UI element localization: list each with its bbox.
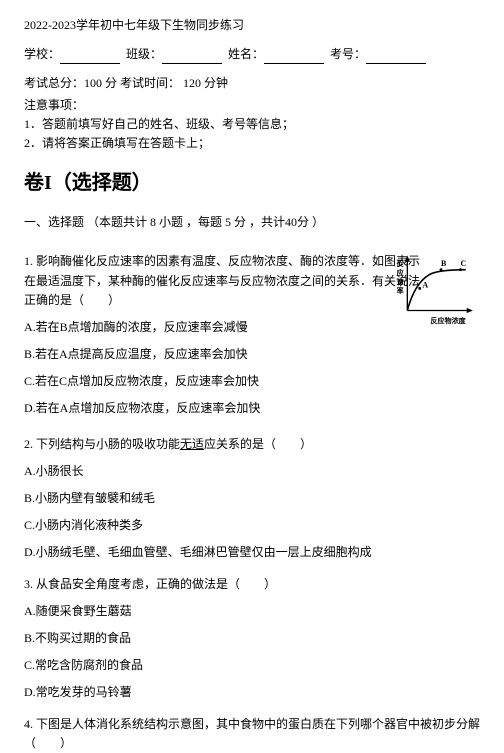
point-a-label: A <box>422 281 428 290</box>
y-label-3: 速 <box>397 277 405 286</box>
q1-line3: 正确的是（ ） <box>24 293 120 307</box>
q1-chart: A B C 反 应 速 率 反应物浓度 <box>396 252 486 330</box>
examno-blank <box>366 50 426 64</box>
point-c-label: C <box>461 259 467 268</box>
q2-text: 2. 下列结构与小肠的吸收功能无适应关系的是（ ） <box>24 435 480 454</box>
exam-total: 考试总分：100 分 考试时间： 120 分钟 <box>24 74 480 93</box>
question-2: 2. 下列结构与小肠的吸收功能无适应关系的是（ ） A.小肠很长 B.小肠内壁有… <box>24 435 480 563</box>
q3-opt-d: D.常吃发芽的马铃薯 <box>24 683 480 702</box>
school-blank <box>60 50 120 64</box>
name-label: 姓名： <box>228 47 264 61</box>
q3-opt-b: B.不购买过期的食品 <box>24 629 480 648</box>
point-c-dot <box>459 269 462 272</box>
x-label: 反应物浓度 <box>430 316 466 325</box>
section-title: 卷I（选择题） <box>24 167 480 199</box>
notice-1: 1．答题前填写好自己的姓名、班级、考号等信息； <box>24 115 480 134</box>
q1-opt-c: C.若在C点增加反应物浓度，反应速率会加快 <box>24 372 480 391</box>
q3-opt-a: A.随便采食野生蘑菇 <box>24 602 480 621</box>
y-label-4: 率 <box>397 286 404 295</box>
notice-title: 注意事项： <box>24 96 480 115</box>
class-label: 班级： <box>126 47 162 61</box>
q2-prefix: 2. 下列结构与小肠的吸收功能 <box>24 437 180 451</box>
q2-opt-b: B.小肠内壁有皱襞和绒毛 <box>24 489 480 508</box>
q2-opt-d: D.小肠绒毛壁、毛细血管壁、毛细淋巴管壁仅由一层上皮细胞构成 <box>24 543 480 562</box>
examno-label: 考号： <box>330 47 366 61</box>
q1-line2: 在最适温度下，某种酶的催化反应速率与反应物浓度之间的关系．有关说法 <box>24 274 420 288</box>
q4-text: 4. 下图是人体消化系统结构示意图，其中食物中的蛋白质在下列哪个器官中被初步分解… <box>24 715 480 753</box>
class-blank <box>162 50 222 64</box>
q3-text: 3. 从食品安全角度考虑，正确的做法是（ ） <box>24 575 480 594</box>
question-1: 1. 影响酶催化反应速率的因素有温度、反应物浓度、酶的浓度等．如图表示 在最适温… <box>24 252 480 418</box>
q3-opt-c: C.常吃含防腐剂的食品 <box>24 656 480 675</box>
q2-suffix: 应关系的是（ ） <box>204 437 312 451</box>
q1-opt-b: B.若在A点提高反应温度，反应速率会加快 <box>24 345 480 364</box>
y-label-2: 应 <box>397 268 404 277</box>
question-3: 3. 从食品安全角度考虑，正确的做法是（ ） A.随便采食野生蘑菇 B.不购买过… <box>24 575 480 703</box>
y-arrow <box>405 256 410 262</box>
q1-opt-d: D.若在A点增加反应物浓度，反应速率会加快 <box>24 399 480 418</box>
point-b-dot <box>440 269 443 272</box>
doc-title: 2022-2023学年初中七年级下生物同步练习 <box>24 16 480 35</box>
info-line: 学校： 班级： 姓名： 考号： <box>24 45 480 64</box>
name-blank <box>264 50 324 64</box>
sub-section: 一、选择题 （本题共计 8 小题 ，每题 5 分 ，共计40分 ） <box>24 213 480 232</box>
q2-opt-a: A.小肠很长 <box>24 462 480 481</box>
question-4: 4. 下图是人体消化系统结构示意图，其中食物中的蛋白质在下列哪个器官中被初步分解… <box>24 715 480 753</box>
curve <box>407 270 466 311</box>
school-label: 学校： <box>24 47 60 61</box>
q2-opt-c: C.小肠内消化液种类多 <box>24 516 480 535</box>
point-b-label: B <box>441 259 447 268</box>
x-arrow <box>467 308 473 313</box>
point-a-dot <box>418 287 421 290</box>
q1-line1: 1. 影响酶催化反应速率的因素有温度、反应物浓度、酶的浓度等．如图表示 <box>24 254 420 268</box>
notice-2: 2．请将答案正确填写在答题卡上； <box>24 134 480 153</box>
q2-underline: 无适 <box>180 437 204 451</box>
y-label-1: 反 <box>397 259 404 268</box>
